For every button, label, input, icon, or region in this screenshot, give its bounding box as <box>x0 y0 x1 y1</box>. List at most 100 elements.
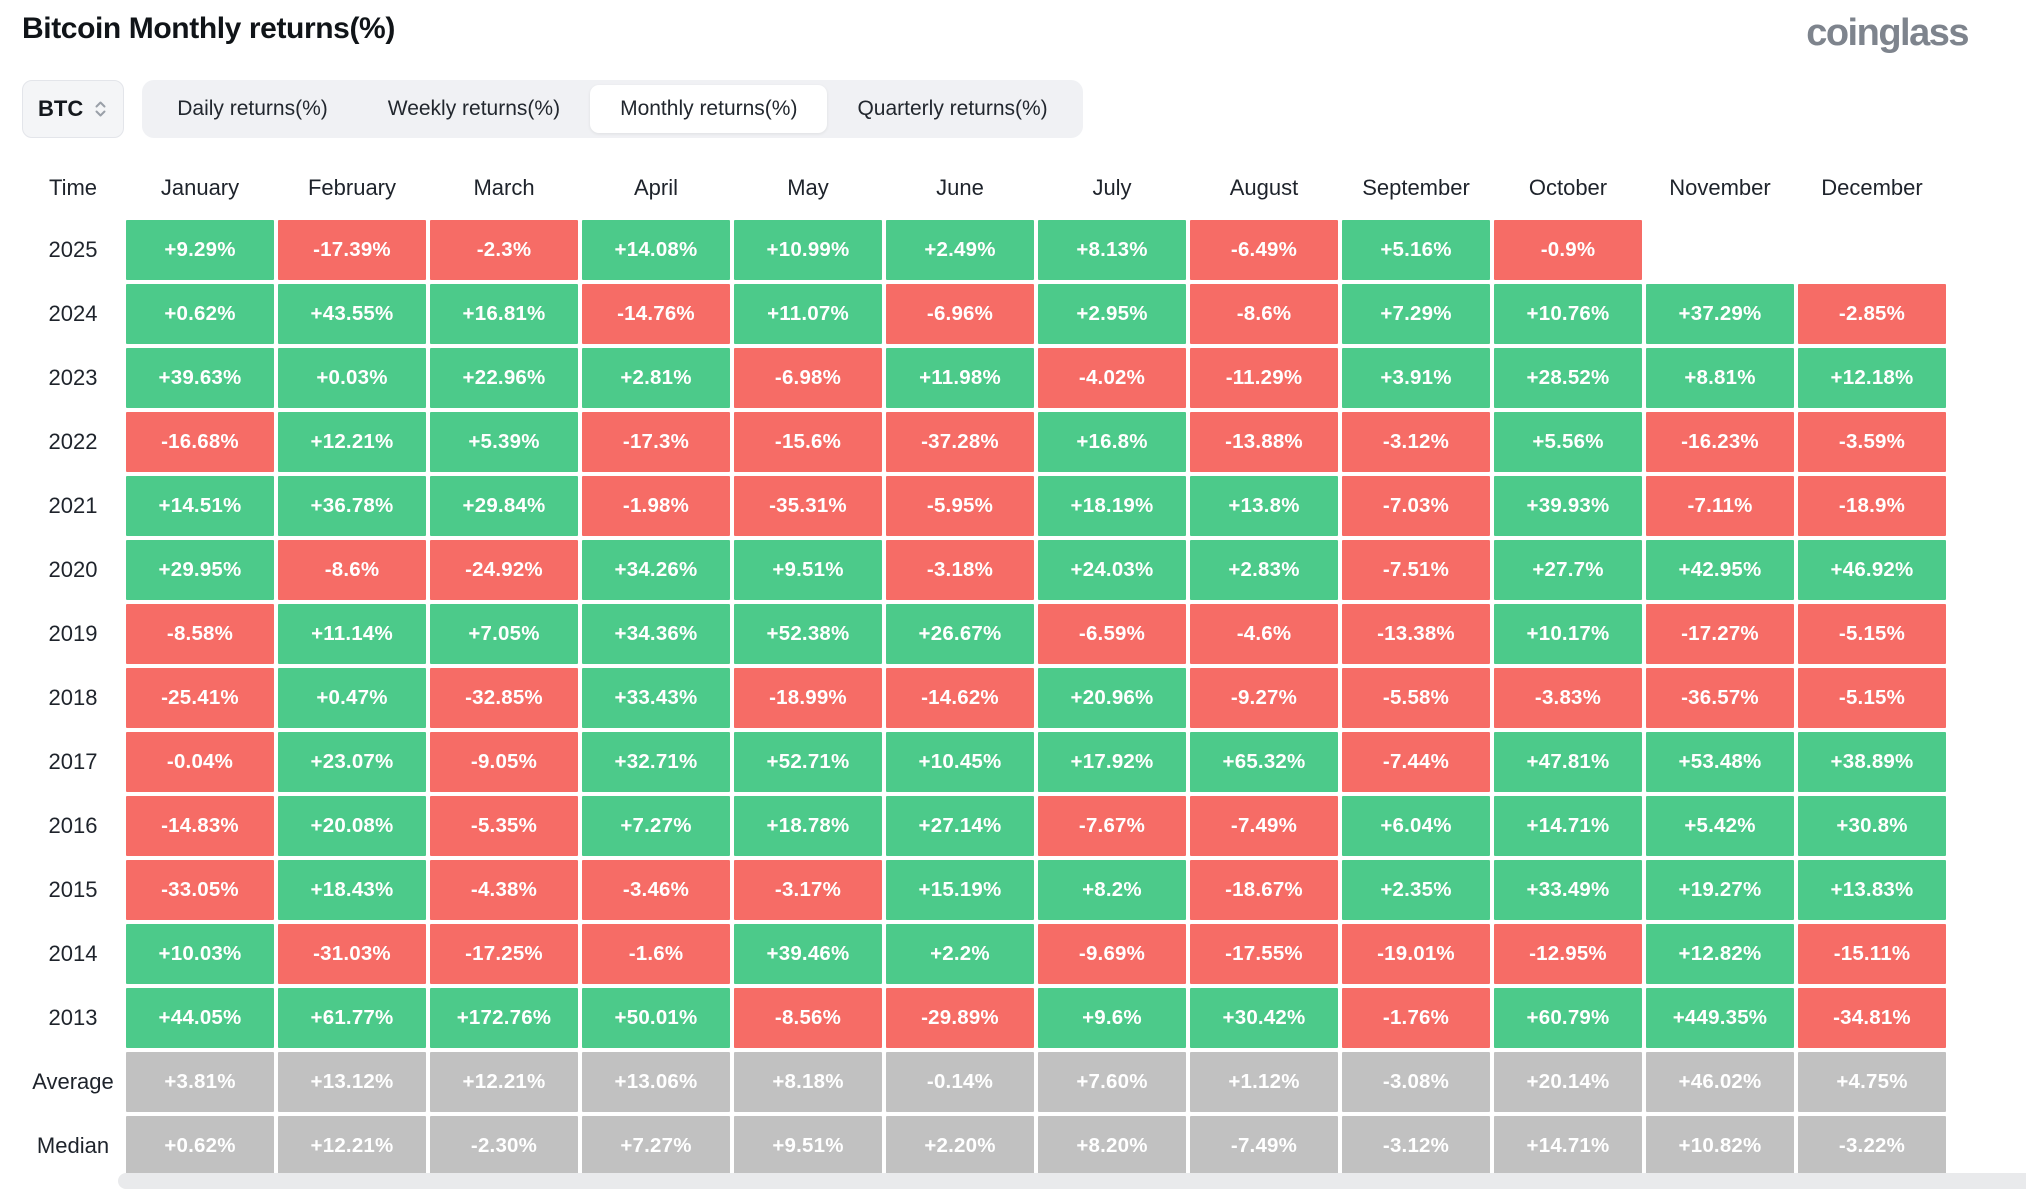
return-cell: +13.83% <box>1798 860 1946 920</box>
return-cell: +10.45% <box>886 732 1034 792</box>
return-cell: +43.55% <box>278 284 426 344</box>
return-cell: -34.81% <box>1798 988 1946 1048</box>
return-cell: +61.77% <box>278 988 426 1048</box>
return-cell: +11.07% <box>734 284 882 344</box>
table-row-2013: 2013 +44.05% +61.77% +172.76% +50.01% -8.56% -… <box>22 986 2026 1050</box>
coinglass-logo: coinglass <box>1806 12 1969 54</box>
return-cell: +34.26% <box>582 540 730 600</box>
return-cell: -7.11% <box>1646 476 1794 536</box>
return-cell: +8.2% <box>1038 860 1186 920</box>
return-cell: -0.9% <box>1494 220 1642 280</box>
row-label: 2016 <box>48 813 98 838</box>
row-label: 2024 <box>48 301 98 326</box>
return-cell: +14.51% <box>126 476 274 536</box>
tab-daily-returns[interactable]: Daily returns(%) <box>147 85 358 133</box>
return-cell: -6.96% <box>886 284 1034 344</box>
return-cell: +29.84% <box>430 476 578 536</box>
return-cell: +14.71% <box>1494 1116 1642 1176</box>
return-cell: -19.01% <box>1342 924 1490 984</box>
row-label: 2013 <box>48 1005 98 1030</box>
return-cell: +27.14% <box>886 796 1034 856</box>
return-cell: -31.03% <box>278 924 426 984</box>
return-cell: -8.6% <box>278 540 426 600</box>
return-cell: +50.01% <box>582 988 730 1048</box>
table-row-2021: 2021 +14.51% +36.78% +29.84% -1.98% -35.31% -5… <box>22 474 2026 538</box>
return-cell: +37.29% <box>1646 284 1794 344</box>
return-cell: +5.56% <box>1494 412 1642 472</box>
return-cell: +2.20% <box>886 1116 1034 1176</box>
return-cell: -3.46% <box>582 860 730 920</box>
table-row-2019: 2019 -8.58% +11.14% +7.05% +34.36% +52.38% +26… <box>22 602 2026 666</box>
return-cell: -9.27% <box>1190 668 1338 728</box>
return-cell: -12.95% <box>1494 924 1642 984</box>
column-header-may: May <box>787 175 829 200</box>
table-row-2025: 2025 +9.29% -17.39% -2.3% +14.08% +10.99% +2.4… <box>22 218 2026 282</box>
return-cell: +449.35% <box>1646 988 1794 1048</box>
return-cell: -7.03% <box>1342 476 1490 536</box>
table-row-2014: 2014 +10.03% -31.03% -17.25% -1.6% +39.46% +2.… <box>22 922 2026 986</box>
return-cell: -18.67% <box>1190 860 1338 920</box>
row-label: 2023 <box>48 365 98 390</box>
return-cell: -9.05% <box>430 732 578 792</box>
return-cell: +10.82% <box>1646 1116 1794 1176</box>
return-cell: -3.22% <box>1798 1116 1946 1176</box>
return-cell: +16.81% <box>430 284 578 344</box>
row-label: 2018 <box>48 685 98 710</box>
return-cell: -1.98% <box>582 476 730 536</box>
return-cell: +6.04% <box>1342 796 1490 856</box>
row-label: Median <box>36 1133 110 1158</box>
return-cell: +52.71% <box>734 732 882 792</box>
return-cell: -4.38% <box>430 860 578 920</box>
return-cell: +172.76% <box>430 988 578 1048</box>
return-cell: +12.21% <box>430 1052 578 1112</box>
return-cell: -2.85% <box>1798 284 1946 344</box>
return-cell: -32.85% <box>430 668 578 728</box>
return-cell: +2.95% <box>1038 284 1186 344</box>
return-cell: -1.6% <box>582 924 730 984</box>
tab-weekly-returns[interactable]: Weekly returns(%) <box>358 85 590 133</box>
return-cell: +14.71% <box>1494 796 1642 856</box>
return-cell: +11.14% <box>278 604 426 664</box>
return-cell: +15.19% <box>886 860 1034 920</box>
tab-quarterly-returns[interactable]: Quarterly returns(%) <box>827 85 1077 133</box>
return-cell: +30.42% <box>1190 988 1338 1048</box>
return-cell: -5.15% <box>1798 604 1946 664</box>
return-cell: +33.49% <box>1494 860 1642 920</box>
return-cell: +4.75% <box>1798 1052 1946 1112</box>
return-cell: -7.51% <box>1342 540 1490 600</box>
column-header-august: August <box>1229 175 1299 200</box>
table-row-average: Average +3.81% +13.12% +12.21% +13.06% +8.18%… <box>22 1050 2026 1114</box>
horizontal-scrollbar[interactable] <box>118 1173 2026 1189</box>
return-cell: +13.06% <box>582 1052 730 1112</box>
return-cell: +0.62% <box>126 1116 274 1176</box>
return-cell: +9.51% <box>734 1116 882 1176</box>
return-cell: -0.14% <box>886 1052 1034 1112</box>
coin-selector-value: BTC <box>38 96 84 121</box>
coin-selector[interactable]: BTC <box>22 80 125 138</box>
row-label: 2020 <box>48 557 98 582</box>
return-cell: +12.18% <box>1798 348 1946 408</box>
return-cell: +60.79% <box>1494 988 1642 1048</box>
return-cell: -18.99% <box>734 668 882 728</box>
return-cell: +1.12% <box>1190 1052 1338 1112</box>
return-cell: +10.76% <box>1494 284 1642 344</box>
column-header-december: December <box>1821 175 1923 200</box>
return-cell: +52.38% <box>734 604 882 664</box>
return-cell: -7.49% <box>1190 1116 1338 1176</box>
return-cell: -18.9% <box>1798 476 1946 536</box>
return-cell: -7.67% <box>1038 796 1186 856</box>
return-cell: +18.19% <box>1038 476 1186 536</box>
return-cell: +44.05% <box>126 988 274 1048</box>
table-row-2024: 2024 +0.62% +43.55% +16.81% -14.76% +11.07% -6… <box>22 282 2026 346</box>
return-cell: +0.47% <box>278 668 426 728</box>
table-row-median: Median +0.62% +12.21% -2.30% +7.27% +9.51% +2.… <box>22 1114 2026 1178</box>
return-cell: -36.57% <box>1646 668 1794 728</box>
return-cell: +38.89% <box>1798 732 1946 792</box>
table-row-2020: 2020 +29.95% -8.6% -24.92% +34.26% +9.51% -3.1… <box>22 538 2026 602</box>
return-cell: +30.8% <box>1798 796 1946 856</box>
return-cell: +29.95% <box>126 540 274 600</box>
tab-monthly-returns[interactable]: Monthly returns(%) <box>590 85 828 133</box>
return-cell: -0.04% <box>126 732 274 792</box>
return-cell: +53.48% <box>1646 732 1794 792</box>
row-label: 2021 <box>48 493 98 518</box>
